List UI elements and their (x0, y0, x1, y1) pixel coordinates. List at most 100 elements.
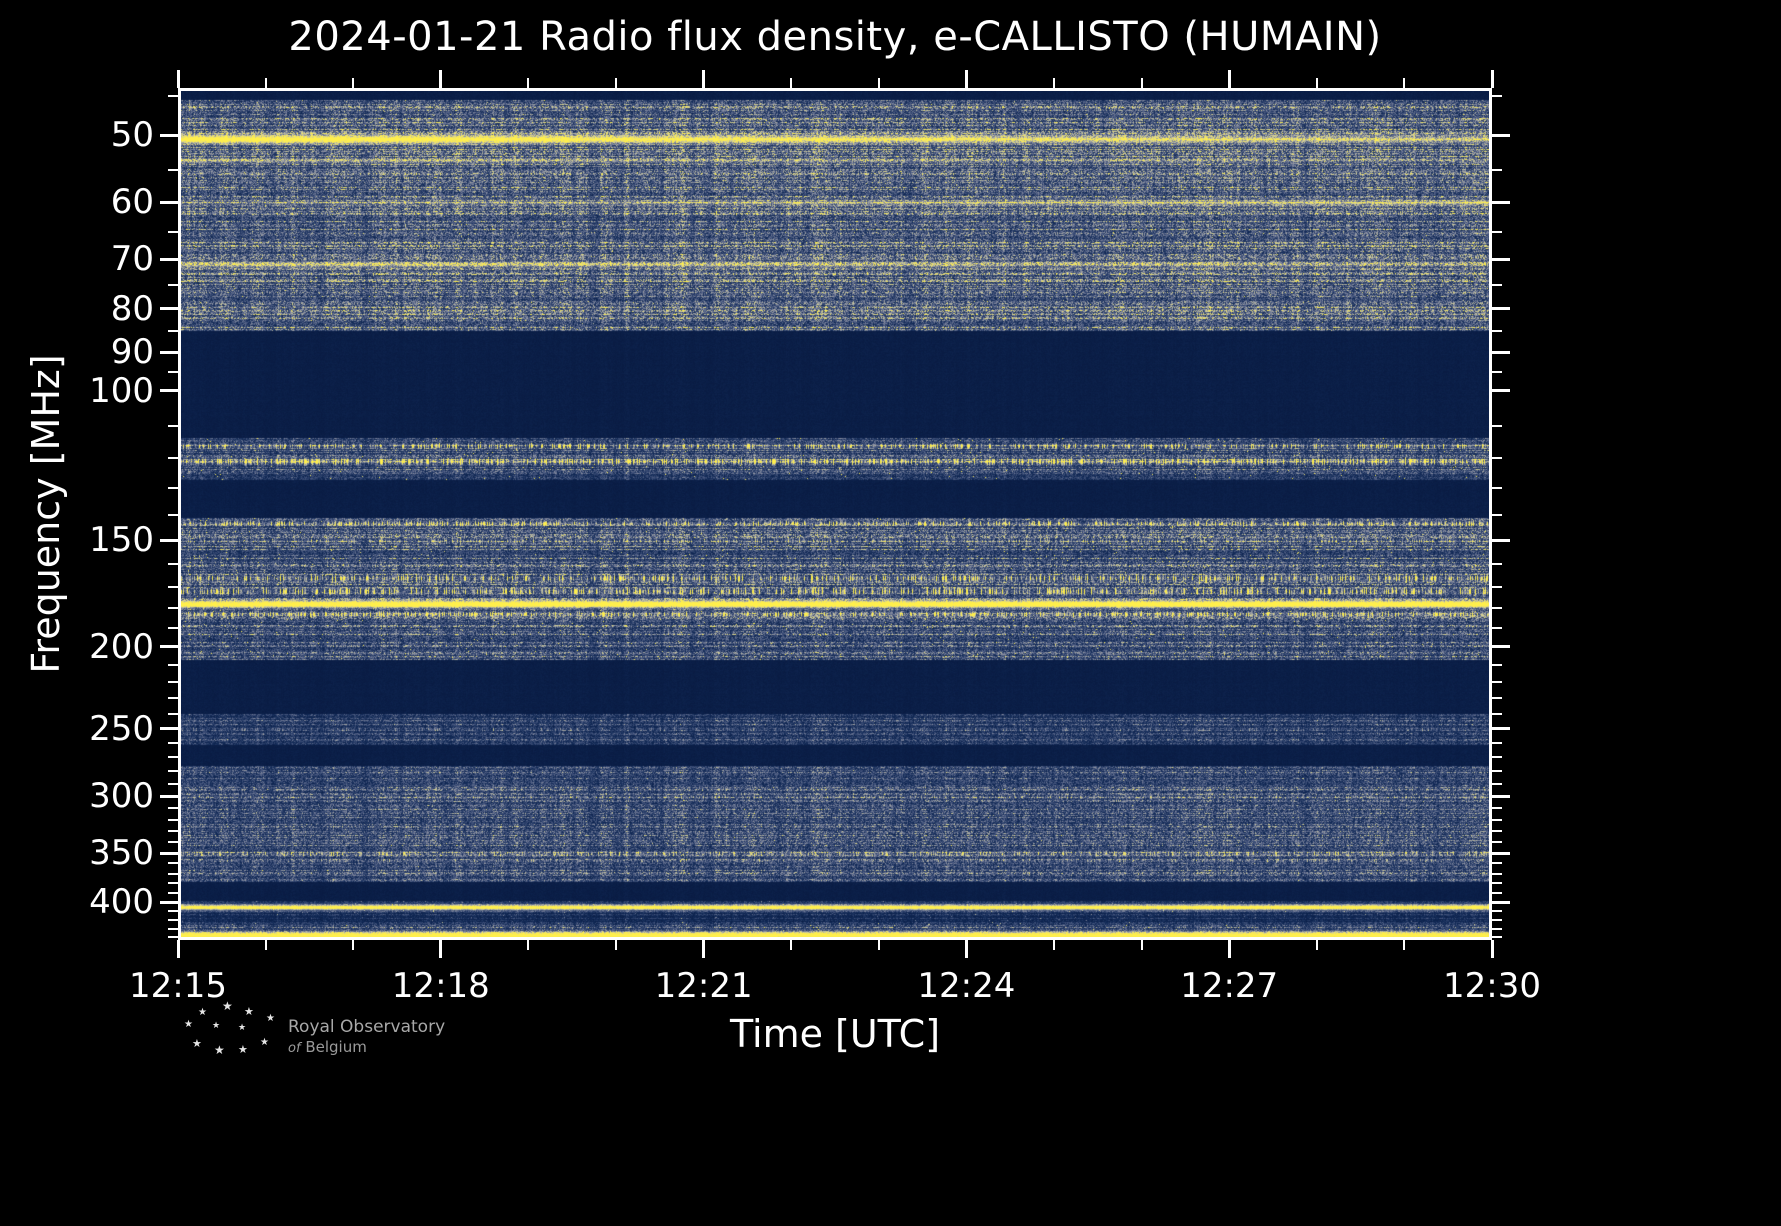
star-icon: ★ (244, 1005, 254, 1018)
y-tick (168, 782, 178, 785)
x-tick (964, 70, 968, 88)
y-tick (1492, 350, 1510, 354)
y-tick (168, 697, 178, 700)
x-tick (264, 78, 267, 88)
star-icon: ★ (184, 1019, 193, 1030)
y-tick (1492, 389, 1510, 393)
y-tick (1492, 425, 1502, 428)
y-tick (168, 457, 178, 460)
y-tick-label: 400 (89, 882, 154, 923)
y-tick (168, 928, 178, 930)
y-tick (1492, 283, 1502, 286)
y-tick (168, 370, 178, 373)
y-tick (1492, 851, 1510, 855)
y-tick (1492, 329, 1502, 332)
star-icon: ★ (192, 1037, 202, 1050)
x-axis-label: Time [UTC] (729, 1012, 941, 1056)
y-tick (168, 882, 178, 885)
y-tick (160, 350, 178, 354)
y-tick (168, 862, 178, 865)
y-tick (168, 841, 178, 844)
y-tick (160, 200, 178, 204)
y-tick (1492, 794, 1510, 798)
x-tick-label: 12:21 (654, 966, 753, 1006)
y-tick (168, 230, 178, 233)
y-tick-label: 60 (110, 182, 154, 223)
y-tick (1492, 928, 1502, 930)
y-tick (160, 257, 178, 261)
y-tick (160, 307, 178, 311)
star-icon: ★ (238, 1043, 248, 1056)
x-tick (1403, 940, 1406, 950)
x-tick (1053, 940, 1055, 950)
y-tick-label: 150 (89, 520, 154, 561)
x-tick-label: 12:18 (391, 966, 490, 1006)
x-tick (615, 78, 617, 88)
star-icon: ★ (238, 1023, 247, 1033)
x-tick (352, 78, 355, 88)
y-tick (1492, 782, 1502, 785)
y-tick (168, 585, 178, 588)
y-tick (168, 329, 178, 332)
y-tick (160, 851, 178, 855)
y-tick (168, 919, 178, 922)
y-tick (168, 712, 178, 715)
x-tick (964, 940, 968, 958)
y-tick (1492, 563, 1502, 566)
y-tick (168, 425, 178, 428)
y-tick (1492, 257, 1510, 261)
y-tick (1492, 585, 1502, 588)
y-tick (1492, 830, 1502, 833)
y-tick (168, 606, 178, 609)
y-tick (168, 891, 178, 894)
y-tick (160, 645, 178, 649)
x-tick (264, 940, 267, 950)
y-tick (1492, 712, 1502, 715)
y-tick (160, 794, 178, 798)
y-tick-label: 50 (110, 115, 154, 156)
x-tick (1140, 940, 1143, 950)
rob-star-field: ★ ★ ★ ★ ★ ★ ★ ★ ★ ★ ★ (182, 1000, 282, 1066)
y-tick-label: 70 (110, 239, 154, 280)
y-tick (1492, 95, 1502, 98)
rob-logo-of: of (288, 1041, 301, 1057)
y-tick-label: 250 (89, 708, 154, 749)
y-tick (1492, 919, 1502, 922)
y-tick-label: 90 (110, 332, 154, 372)
rob-logo-belgium: Belgium (305, 1038, 367, 1057)
y-tick (160, 727, 178, 731)
star-icon: ★ (212, 1021, 221, 1031)
chart-title: 2024-01-21 Radio flux density, e-CALLIST… (288, 14, 1382, 60)
y-tick (168, 514, 178, 517)
y-tick (160, 133, 178, 137)
y-tick (1492, 900, 1510, 904)
rob-logo-line2: of Belgium (288, 1038, 445, 1058)
rob-logo: ★ ★ ★ ★ ★ ★ ★ ★ ★ ★ ★ Royal Observatory of Belgium (182, 1000, 482, 1072)
x-tick (877, 78, 880, 88)
y-tick (1492, 370, 1502, 373)
x-tick (790, 940, 793, 950)
y-tick (168, 486, 178, 489)
y-tick-label: 350 (89, 833, 154, 874)
x-tick (439, 70, 443, 88)
y-tick (160, 389, 178, 393)
x-tick-label: 12:15 (129, 966, 227, 1006)
x-tick (1490, 940, 1494, 958)
rob-logo-text: Royal Observatory of Belgium (288, 1016, 445, 1058)
y-tick (1492, 169, 1502, 172)
y-tick (168, 769, 178, 772)
y-tick (168, 936, 178, 939)
x-tick (1140, 78, 1143, 88)
y-tick (1492, 841, 1502, 844)
star-icon: ★ (266, 1013, 275, 1024)
y-tick (168, 819, 178, 821)
x-tick (702, 70, 706, 88)
y-tick (1492, 727, 1510, 731)
y-tick-label: 200 (89, 626, 154, 667)
y-tick (1492, 680, 1502, 683)
y-tick (1492, 910, 1502, 913)
y-tick (1492, 626, 1502, 629)
y-tick (1492, 862, 1502, 865)
y-tick (1492, 538, 1510, 542)
